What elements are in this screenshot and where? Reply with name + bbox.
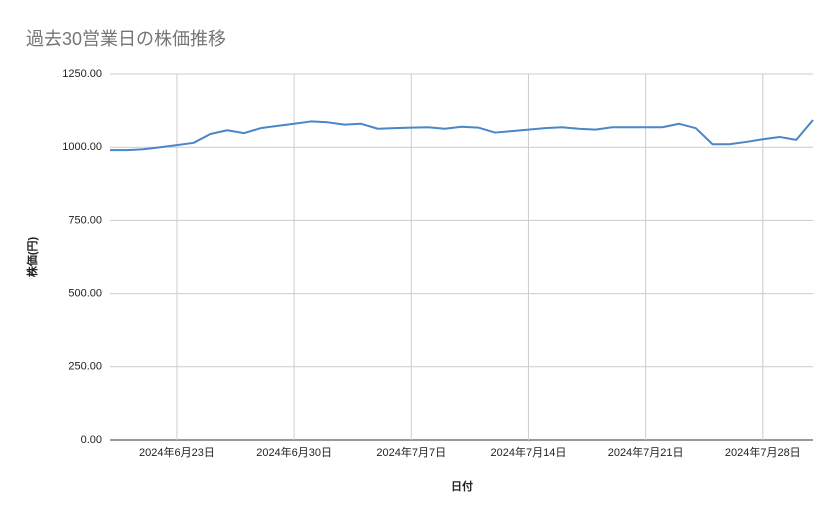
y-axis-title: 株価(円) bbox=[25, 237, 39, 278]
y-tick-label: 500.00 bbox=[68, 288, 102, 300]
line bbox=[110, 119, 814, 152]
x-tick-label: 2024年6月30日 bbox=[256, 445, 332, 459]
chart-title: 過去30営業日の株価推移 bbox=[26, 29, 226, 49]
y-tick-label: 250.00 bbox=[68, 361, 102, 373]
y-tick-label: 750.00 bbox=[68, 214, 102, 226]
y-tick-label: 1000.00 bbox=[62, 141, 102, 153]
x-tick-label: 2024年7月28日 bbox=[725, 445, 801, 459]
x-axis-title: 日付 bbox=[451, 479, 473, 493]
x-tick-label: 2024年6月23日 bbox=[139, 445, 215, 459]
x-tick-label: 2024年7月21日 bbox=[608, 445, 684, 459]
y-tick-label: 1250.00 bbox=[62, 68, 102, 80]
y-tick-label: 0.00 bbox=[81, 434, 102, 446]
x-tick-label: 2024年7月7日 bbox=[376, 445, 446, 459]
x-tick-label: 2024年7月14日 bbox=[491, 445, 567, 459]
